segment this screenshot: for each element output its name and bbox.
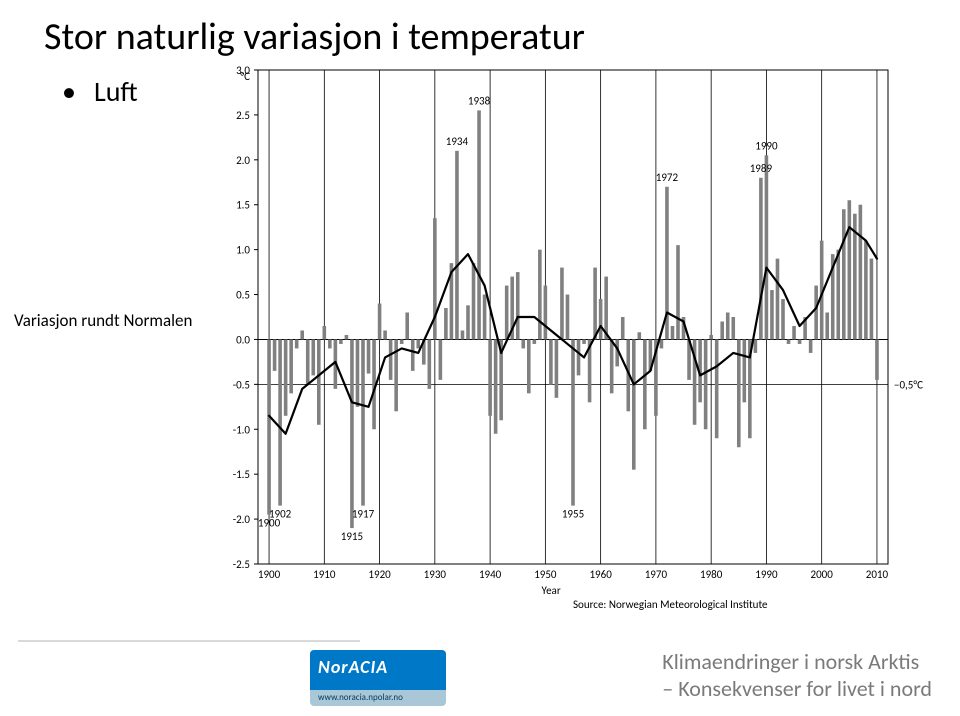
svg-text:-0.5: -0.5 xyxy=(233,378,250,391)
bullet-text: Luft xyxy=(94,74,138,109)
logo-main-text: NorACIA xyxy=(318,656,388,678)
source-label: Source: Norwegian Meteorological Institu… xyxy=(573,598,767,611)
bullet-dot: • xyxy=(62,78,76,106)
svg-text:2.5: 2.5 xyxy=(236,109,250,122)
svg-text:1938: 1938 xyxy=(468,94,491,107)
svg-text:1934: 1934 xyxy=(446,135,469,148)
svg-text:-2.0: -2.0 xyxy=(233,513,251,526)
svg-text:1900: 1900 xyxy=(258,568,281,581)
footer-line1: Klimaendringer i norsk Arktis xyxy=(662,648,932,675)
svg-text:1.5: 1.5 xyxy=(236,199,250,212)
svg-text:1980: 1980 xyxy=(700,568,723,581)
footer-tagline: Klimaendringer i norsk Arktis – Konsekve… xyxy=(662,648,932,702)
svg-text:1917: 1917 xyxy=(352,508,375,521)
side-label: Variasjon rundt Normalen xyxy=(14,310,214,331)
svg-text:-2.5: -2.5 xyxy=(233,558,250,571)
footer: NorACIA www.noracia.npolar.no Klimaendri… xyxy=(0,636,960,716)
svg-text:-1.0: -1.0 xyxy=(233,423,251,436)
svg-text:1990: 1990 xyxy=(755,568,778,581)
footer-line2: – Konsekvenser for livet i nord xyxy=(662,675,932,702)
svg-text:1902: 1902 xyxy=(269,508,292,521)
svg-text:0.0: 0.0 xyxy=(236,333,250,346)
svg-text:1915: 1915 xyxy=(341,530,363,543)
svg-text:1910: 1910 xyxy=(313,568,336,581)
svg-text:1920: 1920 xyxy=(368,568,391,581)
svg-text:1930: 1930 xyxy=(424,568,447,581)
svg-text:0.5: 0.5 xyxy=(236,289,250,302)
anomaly-chart: 1900 1910 1920 1930 1940 1950 1960 1970 1980 1990… xyxy=(216,62,936,602)
chart-svg: 1900 1910 1920 1930 1940 1950 1960 1970 1980 1990… xyxy=(216,62,936,602)
svg-text:−0,5°C: −0,5°C xyxy=(894,378,923,391)
svg-text:°C: °C xyxy=(240,70,250,83)
svg-text:1989: 1989 xyxy=(750,162,773,175)
svg-text:1950: 1950 xyxy=(534,568,557,581)
svg-text:2010: 2010 xyxy=(866,568,889,581)
svg-text:1972: 1972 xyxy=(656,171,679,184)
svg-text:2.0: 2.0 xyxy=(236,154,250,167)
svg-text:2000: 2000 xyxy=(811,568,834,581)
svg-text:1970: 1970 xyxy=(645,568,668,581)
logo-sub-text: www.noracia.npolar.no xyxy=(318,692,403,703)
noracia-logo: NorACIA www.noracia.npolar.no xyxy=(310,650,446,706)
svg-text:-1.5: -1.5 xyxy=(233,468,250,481)
bullet-item: • Luft xyxy=(62,74,138,109)
svg-text:1960: 1960 xyxy=(589,568,612,581)
slide-title: Stor naturlig variasjon i temperatur xyxy=(44,14,585,60)
svg-text:1.0: 1.0 xyxy=(236,244,250,257)
svg-text:1955: 1955 xyxy=(562,508,584,521)
slide: Stor naturlig variasjon i temperatur • L… xyxy=(0,0,960,716)
svg-text:1940: 1940 xyxy=(479,568,502,581)
x-axis-label: Year xyxy=(542,584,561,597)
svg-text:1990: 1990 xyxy=(755,139,778,152)
